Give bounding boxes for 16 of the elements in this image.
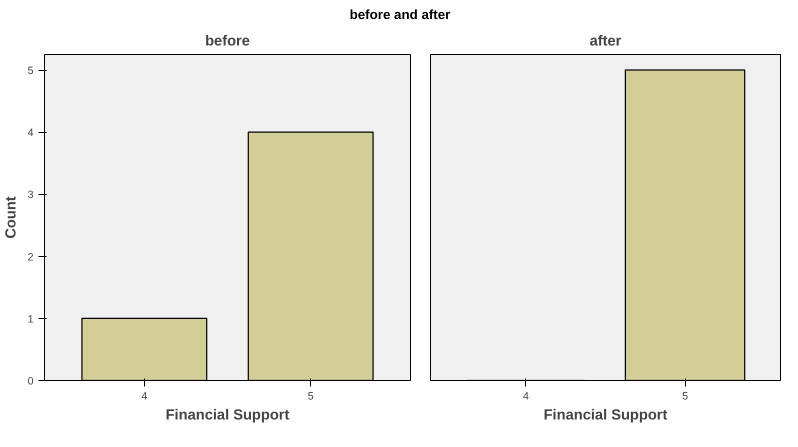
x-tick-label: 5 [682,390,688,402]
y-tick-label: 4 [28,127,34,140]
y-tick-label: 5 [28,65,34,78]
y-axis-title: Count [4,196,20,239]
chart-subtitle: after [590,34,622,50]
x-tick-label: 5 [308,390,314,402]
y-tick-label: 3 [28,189,34,202]
chart-title: before and after [348,6,452,24]
y-tick-label: 1 [28,313,34,326]
x-axis-title: Financial Support [544,408,668,424]
x-tick-label: 4 [522,390,529,402]
y-tick-label: 0 [28,376,34,388]
chart-subtitle: before [205,34,250,50]
x-tick-label: 4 [141,390,148,402]
x-axis-title: Financial Support [166,408,290,424]
y-tick-label: 2 [28,251,34,264]
